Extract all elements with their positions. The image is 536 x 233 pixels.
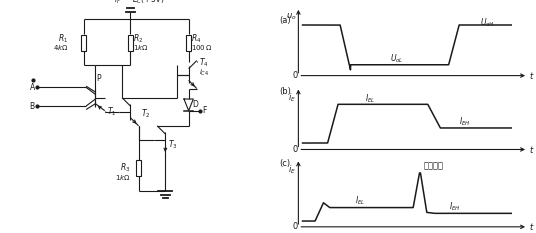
Text: $R_1$: $R_1$	[58, 32, 69, 45]
Bar	[136, 160, 141, 176]
Text: $100\,\Omega$: $100\,\Omega$	[191, 43, 213, 52]
Text: 0: 0	[292, 71, 297, 80]
Text: 0: 0	[292, 222, 297, 231]
Bar	[186, 35, 191, 51]
Text: (a): (a)	[280, 16, 291, 25]
Bar	[128, 35, 133, 51]
Text: $U_{oH}$: $U_{oH}$	[480, 17, 495, 29]
Text: $U_{oL}$: $U_{oL}$	[390, 53, 404, 65]
Text: $I_{EL}$: $I_{EL}$	[355, 195, 365, 207]
Text: (b): (b)	[280, 87, 292, 96]
Bar	[81, 35, 86, 51]
Text: 尖峰电流: 尖峰电流	[423, 161, 444, 170]
Text: $T_3$: $T_3$	[168, 138, 177, 151]
Text: (c): (c)	[280, 159, 291, 168]
Text: $R_4$: $R_4$	[191, 32, 202, 45]
Text: F: F	[203, 106, 207, 115]
Text: $i_E$: $i_E$	[288, 92, 296, 104]
Text: $T_1$: $T_1$	[107, 106, 117, 118]
Text: $R_3$: $R_3$	[120, 161, 130, 174]
Text: $t$: $t$	[529, 144, 534, 155]
Text: D: D	[192, 100, 198, 109]
Text: $R_2$: $R_2$	[133, 32, 143, 45]
Text: $T_2$: $T_2$	[141, 108, 151, 120]
Text: $i_{C4}$: $i_{C4}$	[199, 68, 210, 79]
Text: $u_o$: $u_o$	[286, 11, 296, 22]
Text: $1k\Omega$: $1k\Omega$	[115, 173, 130, 182]
Text: $i_F$: $i_F$	[114, 0, 121, 6]
Text: $t$: $t$	[529, 221, 534, 232]
Text: $4k\Omega$: $4k\Omega$	[53, 43, 69, 52]
Text: $I_{EH}$: $I_{EH}$	[459, 115, 471, 128]
Text: $t$: $t$	[529, 70, 534, 81]
Text: $i_E$: $i_E$	[288, 163, 296, 176]
Text: $E_C(+5V)$: $E_C(+5V)$	[131, 0, 164, 6]
Text: $T_4$: $T_4$	[199, 57, 209, 69]
Text: $I_{EH}$: $I_{EH}$	[449, 200, 460, 213]
Text: A: A	[29, 83, 35, 92]
Text: $I_{EL}$: $I_{EL}$	[365, 93, 375, 105]
Text: B: B	[29, 102, 35, 110]
Text: $1k\Omega$: $1k\Omega$	[133, 43, 148, 52]
Text: P: P	[96, 74, 101, 83]
Text: 0: 0	[292, 145, 297, 154]
